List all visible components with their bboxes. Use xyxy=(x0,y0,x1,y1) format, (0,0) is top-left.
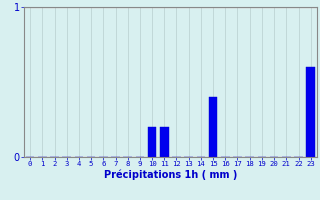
Bar xyxy=(148,127,156,157)
X-axis label: Précipitations 1h ( mm ): Précipitations 1h ( mm ) xyxy=(104,170,237,180)
Bar xyxy=(160,127,169,157)
Bar xyxy=(307,67,315,157)
Bar xyxy=(209,97,217,157)
